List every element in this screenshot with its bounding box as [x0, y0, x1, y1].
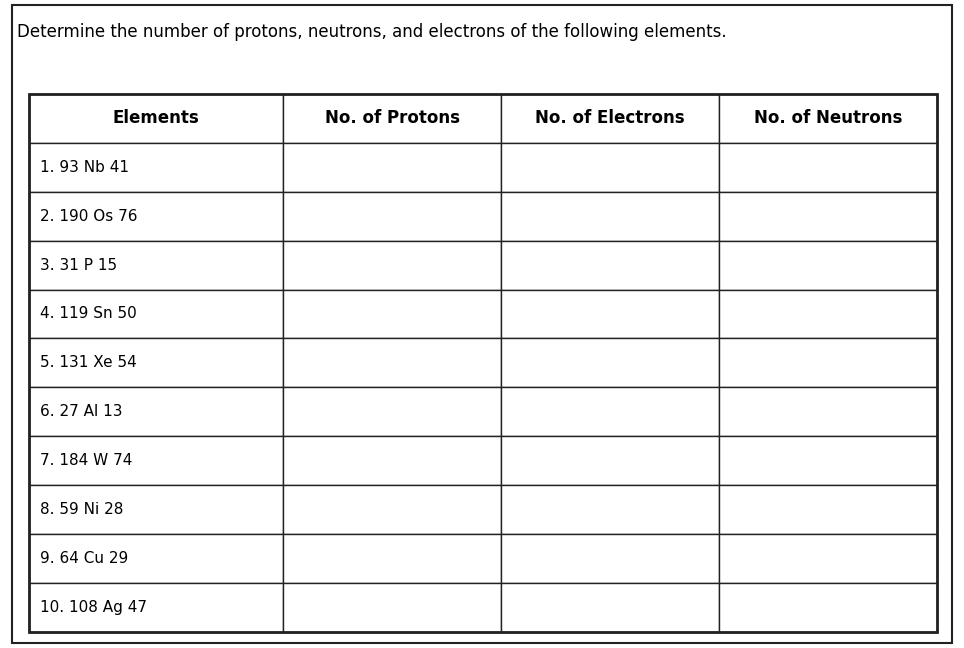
Bar	[719, 290, 937, 338]
Text: No. of Electrons: No. of Electrons	[535, 110, 684, 128]
Text: 6. 27 Al 13: 6. 27 Al 13	[40, 404, 123, 419]
Bar	[29, 290, 283, 338]
Bar	[29, 338, 283, 388]
Text: No. of Neutrons: No. of Neutrons	[754, 110, 902, 128]
Bar	[283, 338, 501, 388]
Bar	[719, 583, 937, 632]
Text: 2. 190 Os 76: 2. 190 Os 76	[40, 209, 138, 224]
Text: 10. 108 Ag 47: 10. 108 Ag 47	[40, 600, 147, 615]
Bar	[283, 94, 501, 143]
Text: Determine the number of protons, neutrons, and electrons of the following elemen: Determine the number of protons, neutron…	[17, 23, 727, 41]
Bar	[501, 485, 719, 534]
Text: 4. 119 Sn 50: 4. 119 Sn 50	[40, 307, 137, 321]
Bar	[501, 240, 719, 290]
Bar	[501, 290, 719, 338]
Bar	[719, 436, 937, 485]
Bar	[29, 485, 283, 534]
Bar	[29, 94, 283, 143]
Bar	[283, 583, 501, 632]
Bar	[501, 94, 719, 143]
Bar	[283, 192, 501, 240]
Bar	[283, 143, 501, 192]
Bar	[501, 436, 719, 485]
Text: 5. 131 Xe 54: 5. 131 Xe 54	[40, 355, 137, 371]
Text: 9. 64 Cu 29: 9. 64 Cu 29	[40, 551, 129, 566]
Bar	[29, 94, 937, 632]
Bar	[283, 534, 501, 583]
Bar	[501, 583, 719, 632]
Bar	[29, 143, 283, 192]
Bar	[719, 143, 937, 192]
Bar	[501, 143, 719, 192]
Bar	[501, 338, 719, 388]
Text: 8. 59 Ni 28: 8. 59 Ni 28	[40, 502, 123, 517]
Bar	[719, 534, 937, 583]
Bar	[719, 94, 937, 143]
Bar	[719, 192, 937, 240]
Bar	[283, 290, 501, 338]
Text: 7. 184 W 74: 7. 184 W 74	[40, 453, 133, 468]
Text: 3. 31 P 15: 3. 31 P 15	[40, 258, 118, 273]
Text: 1. 93 Nb 41: 1. 93 Nb 41	[40, 160, 129, 175]
Bar	[501, 534, 719, 583]
Text: Elements: Elements	[113, 110, 200, 128]
Bar	[719, 240, 937, 290]
Bar	[719, 338, 937, 388]
Bar	[283, 240, 501, 290]
Bar	[283, 388, 501, 436]
Bar	[29, 192, 283, 240]
Bar	[501, 192, 719, 240]
Bar	[29, 388, 283, 436]
Bar	[719, 388, 937, 436]
Bar	[29, 534, 283, 583]
Bar	[501, 388, 719, 436]
Bar	[283, 436, 501, 485]
Bar	[283, 485, 501, 534]
Bar	[29, 240, 283, 290]
Bar	[29, 436, 283, 485]
Text: No. of Protons: No. of Protons	[325, 110, 460, 128]
Bar	[29, 583, 283, 632]
Bar	[719, 485, 937, 534]
